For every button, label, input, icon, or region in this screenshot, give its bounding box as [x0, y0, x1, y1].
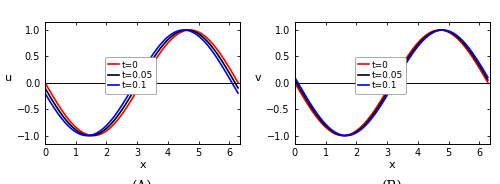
- Legend: t=0, t=0.05, t=0.1: t=0, t=0.05, t=0.1: [355, 57, 406, 93]
- X-axis label: x: x: [140, 160, 146, 170]
- Text: (A): (A): [132, 180, 153, 184]
- Y-axis label: u: u: [4, 73, 12, 83]
- Text: (B): (B): [382, 180, 403, 184]
- Y-axis label: v: v: [255, 73, 262, 83]
- Legend: t=0, t=0.05, t=0.1: t=0, t=0.05, t=0.1: [106, 57, 156, 93]
- X-axis label: x: x: [389, 160, 396, 170]
